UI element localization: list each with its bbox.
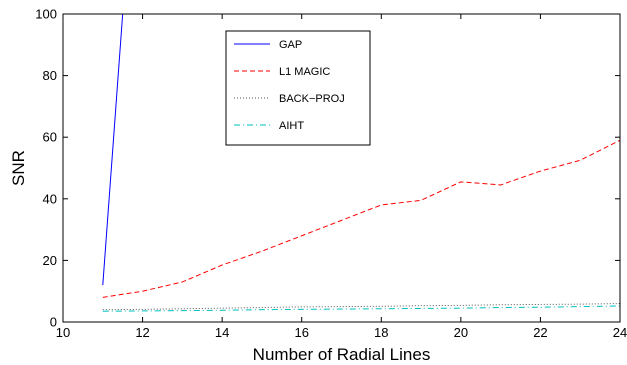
axes-layer: 10 12 14 16 18 20 22 24 0 20 40 60 80 100: [35, 7, 627, 341]
series-line-gap: [102, 14, 124, 286]
series-line-aiht: [102, 305, 620, 312]
y-tick-label: 80: [43, 68, 57, 83]
legend-box: [225, 30, 371, 146]
legend-label-l1-magic: L1 MAGIC: [279, 66, 330, 78]
legend-label-back-proj: BACK−PROJ: [279, 93, 345, 105]
x-tick-label: 18: [374, 325, 388, 340]
series-line-l1-magic: [102, 139, 620, 298]
y-tick-label: 100: [35, 7, 57, 22]
plot-frame: [62, 13, 621, 323]
y-tick-label: 40: [43, 191, 57, 206]
legend-label-aiht: AIHT: [279, 120, 304, 132]
x-tick-label: 22: [533, 325, 547, 340]
legend-label-gap: GAP: [279, 39, 302, 51]
x-axis-label: Number of Radial Lines: [253, 345, 431, 364]
y-axis-label: SNR: [9, 150, 28, 186]
series-line-back-proj: [102, 303, 620, 311]
x-tick-label: 24: [613, 325, 627, 340]
y-tick-label: 20: [43, 253, 57, 268]
x-tick-label: 12: [135, 325, 149, 340]
x-tick-label: 10: [56, 325, 70, 340]
x-tick-label: 14: [215, 325, 229, 340]
series-layer: [102, 14, 620, 312]
x-tick-label: 16: [294, 325, 308, 340]
y-tick-label: 60: [43, 130, 57, 145]
x-tick-label: 20: [454, 325, 468, 340]
legend: GAP L1 MAGIC BACK−PROJ AIHT: [225, 30, 371, 146]
y-tick-label: 0: [50, 315, 57, 330]
